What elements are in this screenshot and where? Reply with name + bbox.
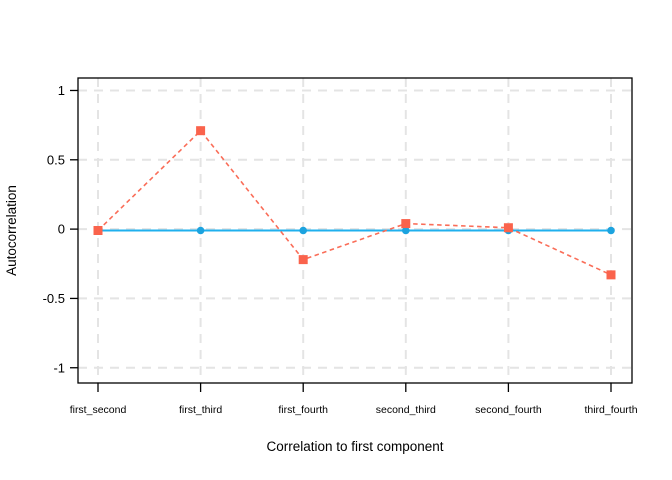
autocorrelation-series-marker xyxy=(606,270,616,280)
zero-reference-series-marker xyxy=(299,226,308,235)
zero-reference-series-marker xyxy=(196,226,205,235)
plot-border xyxy=(77,77,633,384)
data-series xyxy=(93,126,616,280)
axes xyxy=(70,77,633,392)
axis-labels: 1 0.5 0 -0.5 -1 first_second first_third first_… xyxy=(4,83,638,454)
y-tick-label: -1 xyxy=(53,360,65,375)
y-tick-label: 1 xyxy=(58,83,65,98)
x-tick-label: first_fourth xyxy=(278,404,328,416)
autocorrelation-series-marker xyxy=(503,223,513,233)
x-tick-label: third_fourth xyxy=(584,404,637,416)
autocorrelation-series-marker xyxy=(401,219,411,229)
autocorrelation-series-line xyxy=(97,129,612,276)
autocorrelation-series-marker xyxy=(298,255,308,265)
x-tick-label: second_fourth xyxy=(475,404,542,416)
y-tick-label: -0.5 xyxy=(43,291,65,306)
x-tick-label: second_third xyxy=(376,404,436,416)
y-axis-title: Autocorrelation xyxy=(4,185,19,276)
zero-reference-series-marker xyxy=(607,226,615,235)
x-tick-label: first_third xyxy=(179,404,222,416)
autocorrelation-series-marker xyxy=(93,226,103,235)
zero-reference-series-marker xyxy=(402,226,410,235)
y-tick-label: 0.5 xyxy=(47,152,65,167)
y-tick-label: 0 xyxy=(58,222,65,237)
x-tick-label: first_second xyxy=(70,404,127,416)
autocorrelation-series-marker xyxy=(196,126,206,136)
x-axis-title: Correlation to first component xyxy=(266,439,443,454)
